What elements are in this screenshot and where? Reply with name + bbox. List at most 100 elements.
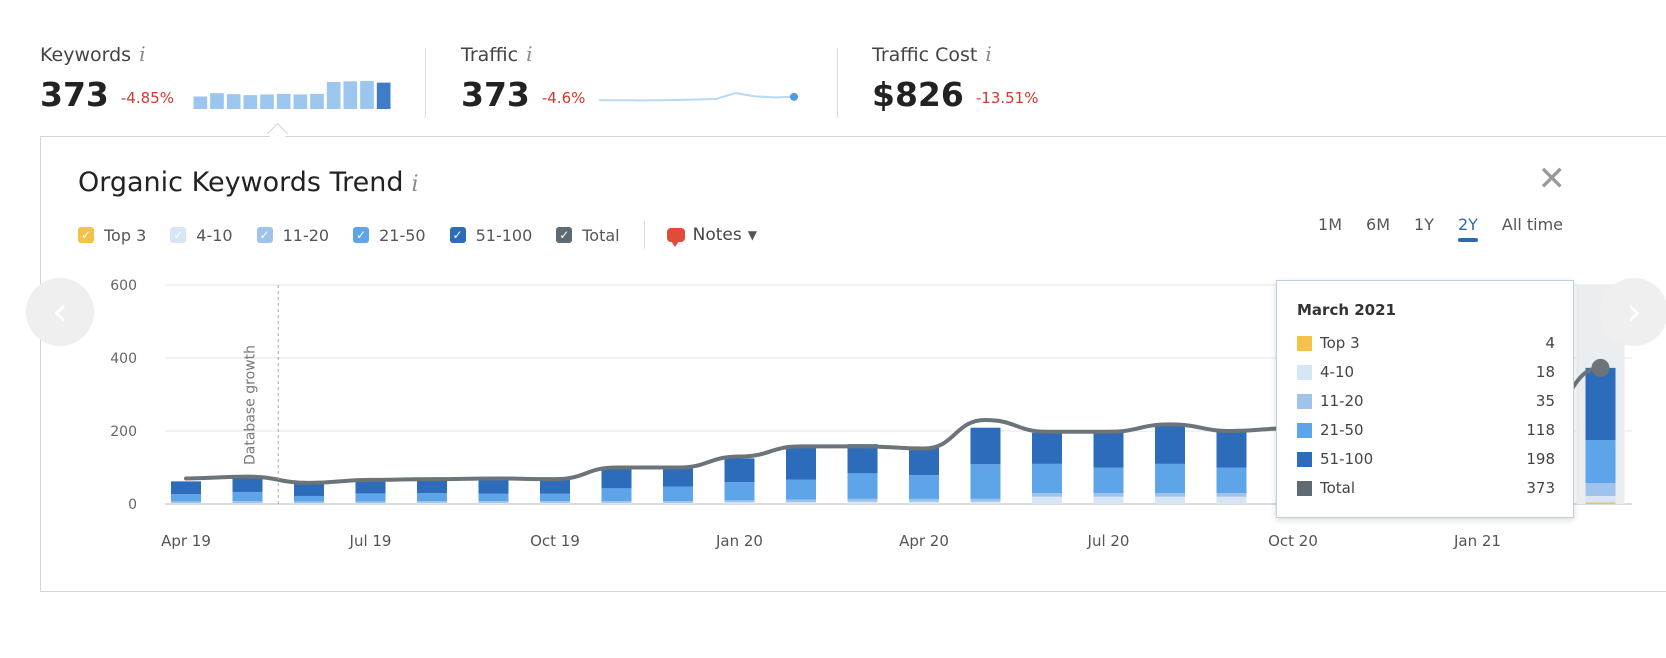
bar-segment [724,458,755,483]
bar-segment [1585,495,1616,503]
bar-segment [232,491,263,502]
panel-title-row: Organic Keywords Trend i [78,167,419,198]
bar-segment [724,502,755,504]
checkbox-icon[interactable]: ✓ [556,227,573,243]
spark-bar [260,94,274,109]
bar-segment [294,495,324,502]
metric-traffic-label-row: Traffic i [461,42,802,66]
hover-point [1591,358,1610,377]
bar-segment [478,501,509,503]
metric-traffic-cost[interactable]: Traffic Cost i $826 -13.51% [872,42,1038,122]
checkbox-icon[interactable]: ✓ [256,227,273,243]
tooltip-row-label: 11-20 [1320,392,1364,410]
legend-divider [643,221,645,249]
bar-segment [1032,496,1062,504]
bar-segment [417,501,447,503]
legend-item-top3[interactable]: ✓ Top 3 [78,226,146,245]
bar-segment [1585,502,1616,504]
next-arrow-icon[interactable]: › [1600,278,1666,346]
bar-segment [478,479,509,494]
legend: ✓ Top 3 ✓ 4-10 ✓ 11-20 ✓ 21-50 ✓ 51-100 ✓ Tota… [78,221,757,249]
metric-traffic-value: 373 [461,74,530,114]
x-tick-label: Oct 19 [530,532,580,550]
info-icon[interactable]: i [985,42,992,66]
checkbox-icon[interactable]: ✓ [170,227,187,243]
period-1y[interactable]: 1Y [1414,215,1434,234]
bar-segment [1585,483,1616,496]
close-icon[interactable]: ✕ [1537,159,1567,199]
tooltip-row: 51-100 198 [1297,448,1555,470]
legend-label: 4-10 [196,225,233,245]
checkbox-icon[interactable]: ✓ [353,227,370,243]
y-tick-label: 400 [110,351,137,367]
swatch [1297,422,1312,438]
bar-segment [663,486,693,502]
period-2y[interactable]: 2Y [1457,215,1478,242]
tooltip-row-value: 198 [1526,450,1555,468]
spark-bar [226,94,241,109]
checkbox-icon[interactable]: ✓ [449,227,466,243]
bar-segment [171,494,201,502]
metric-traffic-label: Traffic [461,44,519,66]
swatch [1297,480,1312,496]
period-1m[interactable]: 1M [1318,215,1343,234]
period-6m[interactable]: 6M [1366,215,1391,234]
x-tick-label: Jan 20 [715,532,763,550]
bar-segment [786,479,816,500]
spark-bar [326,81,341,109]
chart-tooltip: March 2021 Top 3 4 4-10 18 11-20 35 21-50 11… [1276,280,1574,518]
checkbox-icon[interactable]: ✓ [78,227,94,243]
bar-segment [355,493,386,502]
keywords-sparkline-bars [193,81,391,109]
swatch [1297,335,1312,351]
legend-item-21-50[interactable]: ✓ 21-50 [353,226,426,245]
period-all-time[interactable]: All time [1501,215,1563,234]
y-tick-label: 600 [110,278,137,294]
info-icon[interactable]: i [411,172,419,197]
bar-segment [355,503,386,504]
info-icon[interactable]: i [526,42,533,66]
spark-bar [276,93,291,109]
bar-segment [1216,493,1247,497]
bar-segment [601,488,632,502]
notes-dropdown[interactable]: Notes ▼ [666,225,757,247]
prev-arrow-icon[interactable]: ‹ [26,278,94,346]
bar-segment [663,468,693,487]
bar-segment [786,446,816,480]
bar-segment [847,498,878,502]
bar-segment [970,498,1001,502]
legend-item-total[interactable]: ✓ Total [556,226,620,245]
bar-segment [355,501,386,504]
metric-traffic-delta: -4.6% [541,89,586,107]
tooltip-row: Total 373 [1297,477,1555,499]
summary-bar: Keywords i 373 -4.85% Traffic i 373 -4.6% … [40,42,1280,122]
metric-keywords[interactable]: Keywords i 373 -4.85% [40,42,392,122]
bar-segment [1216,496,1247,504]
spark-bar [243,95,258,109]
chevron-down-icon: ▼ [747,228,757,242]
legend-item-51-100[interactable]: ✓ 51-100 [449,226,532,245]
metric-traffic-cost-label: Traffic Cost [872,44,978,66]
spark-bar [360,81,374,109]
legend-item-4-10[interactable]: ✓ 4-10 [170,225,233,245]
spark-bar [293,94,308,109]
metric-keywords-delta: -4.85% [120,89,174,107]
bar-segment [171,501,201,504]
bar-segment [663,501,693,503]
spark-line [599,91,795,102]
bar-segment [1032,493,1062,497]
metric-traffic[interactable]: Traffic i 373 -4.6% [461,42,802,122]
x-tick-label: Oct 20 [1268,532,1318,550]
metric-traffic-cost-row: $826 -13.51% [872,72,1038,116]
tooltip-row: Top 3 4 [1297,332,1555,354]
metric-keywords-label: Keywords [40,44,132,66]
notes-label: Notes [692,225,742,245]
bar-segment [232,501,263,504]
bar-segment [970,464,1001,499]
spark-dot [790,92,799,101]
x-tick-label: Jul 20 [1087,532,1130,550]
info-icon[interactable]: i [139,42,146,66]
legend-item-11-20[interactable]: ✓ 11-20 [256,226,329,245]
metric-traffic-row: 373 -4.6% [461,72,802,116]
metric-keywords-label-row: Keywords i [40,42,392,66]
